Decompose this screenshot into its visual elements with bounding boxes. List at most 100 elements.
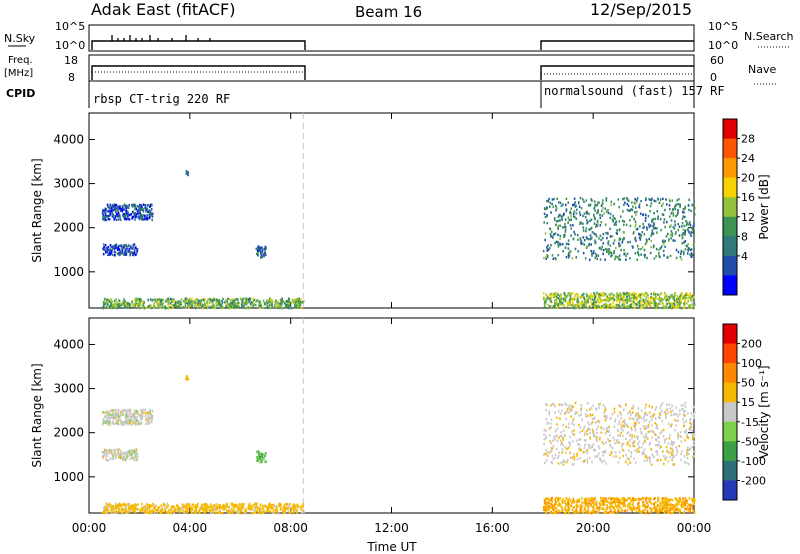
echo-cell bbox=[677, 250, 680, 254]
echo-cell bbox=[611, 413, 614, 416]
echo-cell bbox=[690, 298, 692, 301]
echo-cell bbox=[108, 210, 110, 213]
echo-cell bbox=[573, 455, 576, 459]
echo-cell bbox=[118, 205, 121, 208]
echo-cell bbox=[644, 499, 647, 502]
echo-cell bbox=[664, 416, 667, 419]
echo-cell bbox=[298, 303, 300, 306]
echo-cell bbox=[119, 209, 122, 212]
echo-cell bbox=[190, 302, 192, 305]
echo-cell bbox=[260, 256, 262, 259]
echo-cell bbox=[604, 293, 607, 296]
echo-cell bbox=[271, 298, 273, 301]
echo-cell bbox=[134, 212, 136, 215]
echo-cell bbox=[560, 204, 563, 208]
echo-cell bbox=[681, 236, 684, 240]
echo-cell bbox=[571, 420, 574, 423]
echo-cell bbox=[121, 245, 123, 249]
echo-cell bbox=[257, 450, 260, 453]
echo-cell bbox=[232, 510, 234, 514]
echo-cell bbox=[599, 504, 601, 507]
echo-cell bbox=[186, 299, 188, 303]
echo-cell bbox=[676, 448, 678, 451]
echo-cell bbox=[605, 427, 608, 430]
echo-cell bbox=[259, 461, 262, 464]
echo-cell bbox=[562, 226, 565, 229]
echo-cell bbox=[171, 505, 174, 508]
echo-cell bbox=[615, 455, 617, 458]
echo-cell bbox=[685, 220, 687, 223]
echo-cell bbox=[606, 500, 609, 504]
echo-cell bbox=[687, 204, 690, 207]
echo-cell bbox=[642, 305, 645, 309]
echo-cell bbox=[687, 300, 690, 303]
echo-cell bbox=[687, 297, 689, 300]
echo-cell bbox=[602, 199, 604, 202]
echo-cell bbox=[587, 511, 590, 515]
echo-cell bbox=[545, 403, 547, 406]
echo-cell bbox=[262, 300, 265, 303]
echo-cell bbox=[639, 293, 642, 297]
echo-cell bbox=[109, 504, 112, 507]
echo-cell bbox=[617, 429, 619, 432]
echo-cell bbox=[591, 445, 594, 448]
echo-cell bbox=[573, 215, 576, 219]
echo-cell bbox=[125, 209, 127, 213]
echo-cell bbox=[656, 227, 658, 230]
echo-cell bbox=[102, 208, 104, 212]
echo-cell bbox=[285, 502, 287, 506]
echo-cell bbox=[119, 218, 122, 221]
echo-cell bbox=[594, 252, 597, 255]
echo-cell bbox=[620, 292, 622, 295]
echo-cell bbox=[111, 421, 114, 425]
freq-frame bbox=[88, 54, 695, 82]
echo-cell bbox=[682, 215, 684, 218]
echo-cell bbox=[618, 500, 620, 504]
echo-cell bbox=[269, 298, 271, 302]
echo-cell bbox=[260, 304, 263, 307]
echo-cell bbox=[132, 457, 134, 460]
echo-cell bbox=[148, 504, 151, 507]
echo-cell bbox=[632, 407, 634, 410]
echo-cell bbox=[649, 456, 651, 460]
echo-cell bbox=[139, 213, 142, 216]
echo-cell bbox=[619, 434, 621, 437]
echo-cell bbox=[627, 441, 629, 444]
echo-cell bbox=[651, 301, 654, 304]
echo-cell bbox=[571, 509, 574, 512]
echo-cell bbox=[653, 298, 655, 301]
echo-cell bbox=[626, 301, 628, 304]
echo-cell bbox=[115, 455, 117, 459]
echo-cell bbox=[161, 299, 163, 302]
echo-cell bbox=[578, 211, 581, 214]
echo-cell bbox=[260, 460, 262, 464]
echo-cell bbox=[644, 219, 647, 222]
echo-cell bbox=[594, 502, 597, 505]
echo-cell bbox=[243, 301, 245, 304]
echo-cell bbox=[628, 502, 630, 505]
echo-cell bbox=[576, 452, 579, 455]
echo-cell bbox=[167, 511, 169, 514]
nsearch-tick-bottom: 10^0 bbox=[708, 39, 738, 52]
echo-cell bbox=[551, 503, 553, 507]
echo-cell bbox=[604, 302, 607, 306]
echo-cell bbox=[232, 305, 235, 309]
echo-cell bbox=[683, 430, 686, 434]
echo-cell bbox=[294, 504, 296, 507]
echo-cell bbox=[133, 303, 136, 306]
echo-cell bbox=[295, 298, 297, 301]
echo-cell bbox=[209, 298, 211, 301]
echo-cell bbox=[647, 300, 649, 303]
echo-cell bbox=[118, 302, 120, 306]
echo-cell bbox=[623, 294, 625, 297]
echo-cell bbox=[687, 506, 689, 509]
echo-cell bbox=[123, 504, 125, 507]
echo-cell bbox=[593, 293, 596, 296]
echo-cell bbox=[583, 425, 586, 428]
echo-cell bbox=[128, 410, 130, 413]
echo-cell bbox=[601, 460, 603, 464]
echo-cell bbox=[543, 256, 545, 260]
echo-cell bbox=[658, 440, 660, 444]
echo-cell bbox=[599, 213, 601, 217]
echo-cell bbox=[593, 232, 596, 235]
